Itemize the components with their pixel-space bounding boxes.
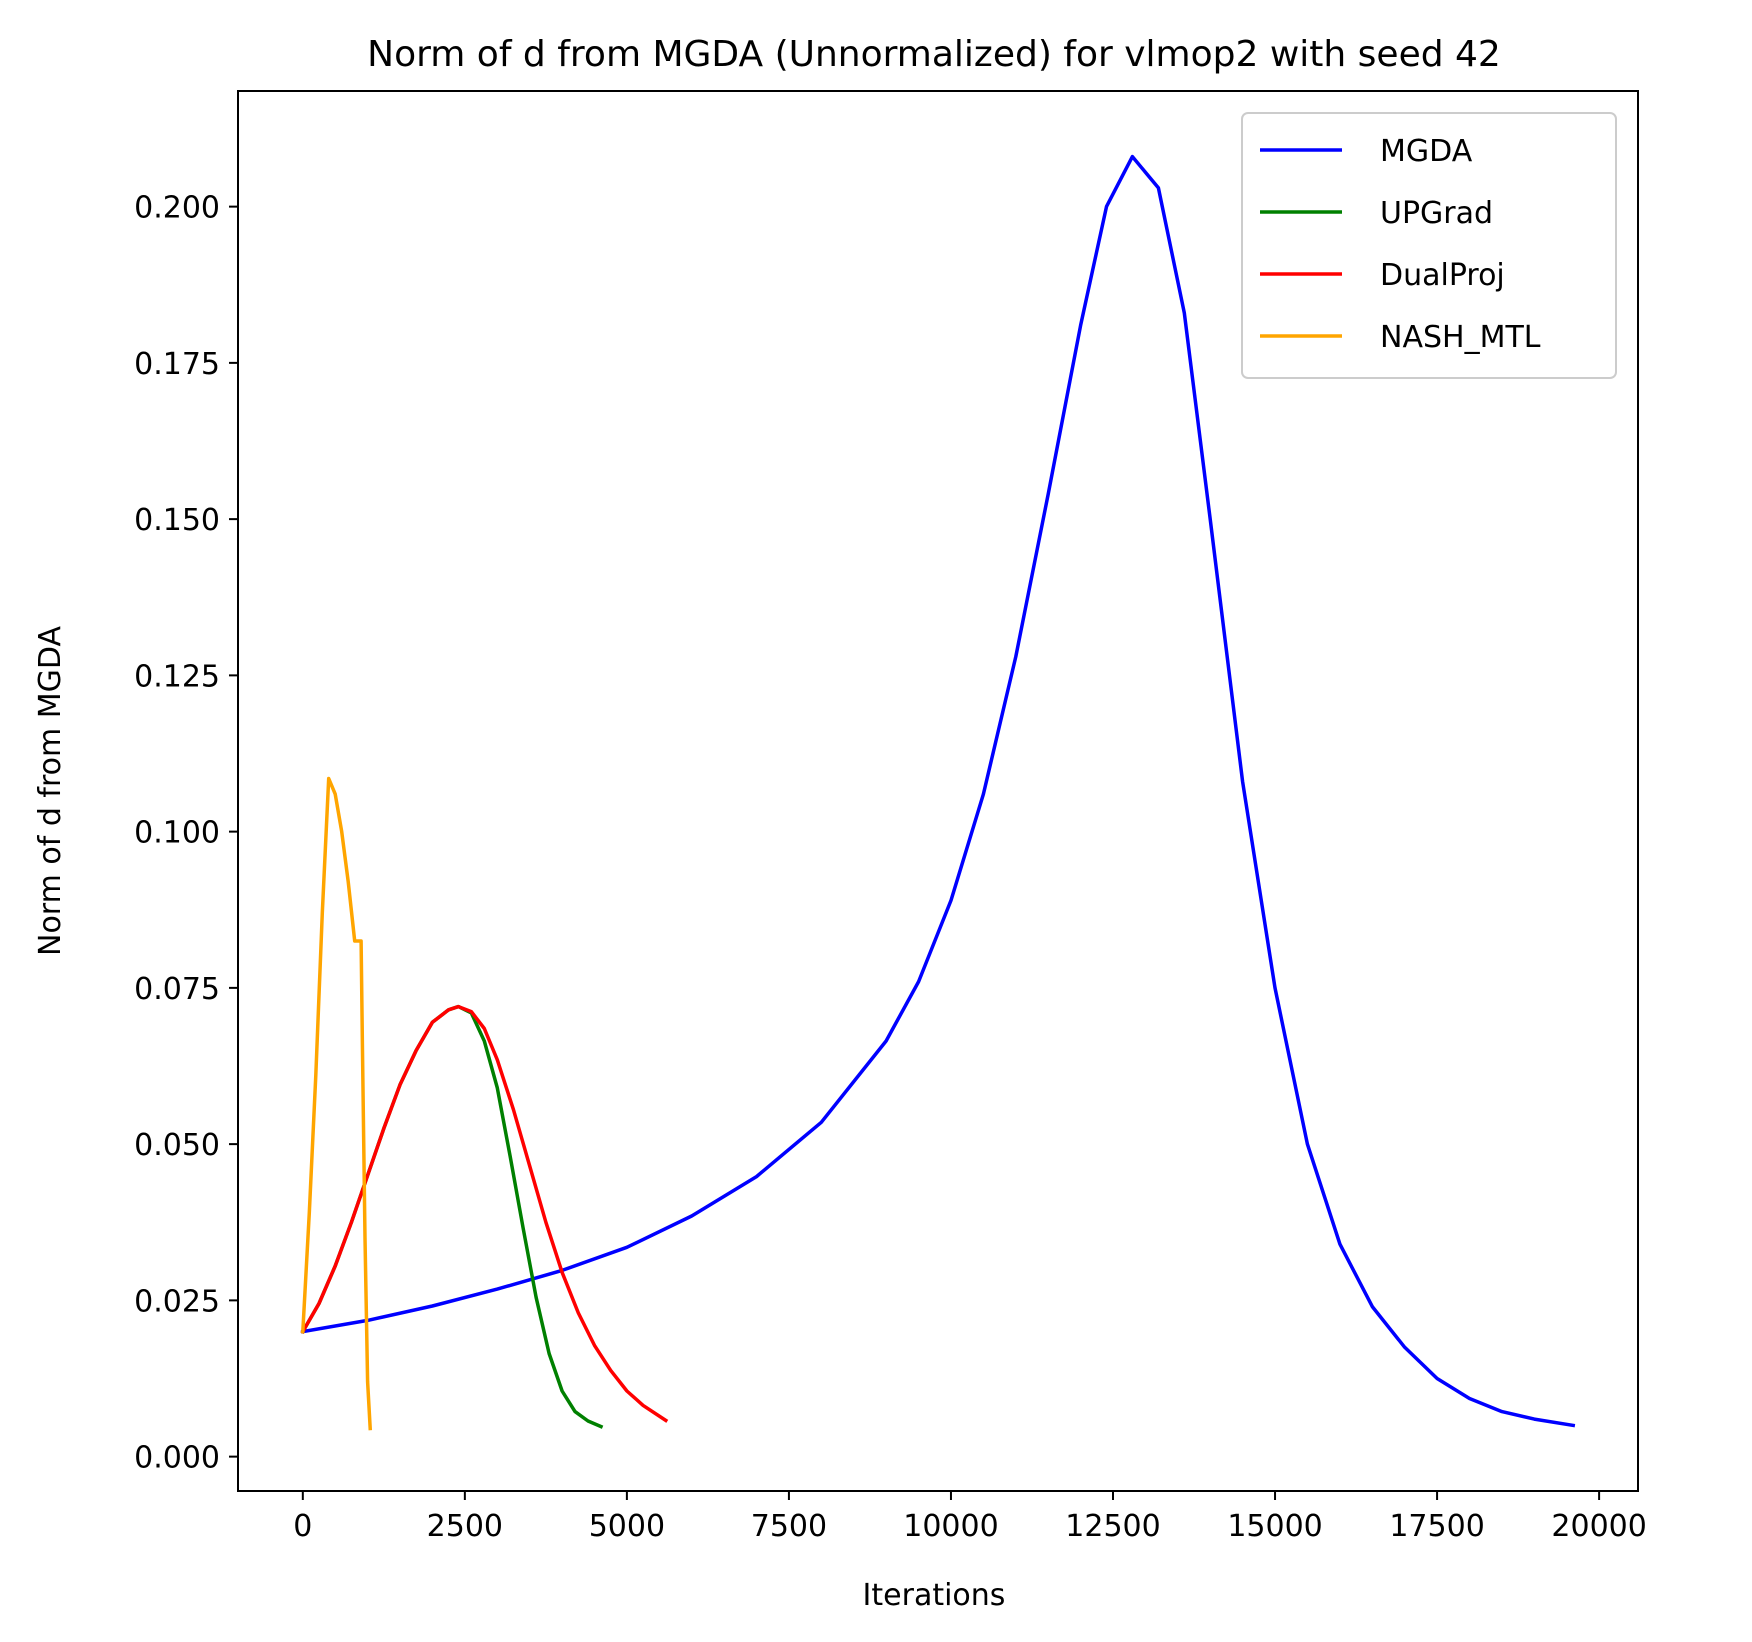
- y-tick-label: 0.100: [134, 816, 220, 851]
- x-tick-label: 7500: [751, 1509, 827, 1544]
- series-layer: [300, 154, 1576, 1431]
- x-tick-label: 15000: [1227, 1509, 1322, 1544]
- plot-frame: [237, 90, 1639, 1492]
- legend: MGDA UPGrad DualProj NASH_MTL: [1241, 112, 1617, 379]
- x-tick-label: 5000: [589, 1509, 665, 1544]
- legend-label: NASH_MTL: [1380, 320, 1541, 355]
- series-line-mgda: [300, 154, 1576, 1428]
- legend-label: DualProj: [1380, 258, 1505, 293]
- x-axis-label: Iterations: [863, 1578, 1006, 1613]
- y-tick-label: 0.200: [134, 191, 220, 226]
- y-tick-label: 0.125: [134, 659, 220, 694]
- x-tick-label: 0: [293, 1509, 312, 1544]
- x-tick-label: 10000: [903, 1509, 998, 1544]
- legend-label: UPGrad: [1380, 196, 1493, 231]
- y-tick-label: 0.000: [134, 1441, 220, 1476]
- y-tick-label: 0.025: [134, 1284, 220, 1319]
- y-tick-label: 0.150: [134, 503, 220, 538]
- y-axis-ticks: 0.000 0.025 0.050 0.075 0.100 0.125 0.150 0.175…: [134, 191, 238, 1476]
- y-axis-label: Norm of d from MGDA: [33, 626, 68, 956]
- y-tick-label: 0.050: [134, 1128, 220, 1163]
- y-tick-label: 0.175: [134, 347, 220, 382]
- x-tick-label: 2500: [427, 1509, 503, 1544]
- legend-box: [1241, 112, 1617, 379]
- x-axis-ticks: 0 2500 5000 7500 10000 12500 15000 17500 20000: [293, 1491, 1647, 1544]
- x-tick-label: 17500: [1389, 1509, 1484, 1544]
- chart-title: Norm of d from MGDA (Unnormalized) for v…: [367, 34, 1501, 75]
- series-line-nash-mtl: [300, 776, 373, 1431]
- x-tick-label: 12500: [1065, 1509, 1160, 1544]
- legend-label: MGDA: [1380, 134, 1473, 169]
- y-tick-label: 0.075: [134, 972, 220, 1007]
- x-tick-label: 20000: [1551, 1509, 1646, 1544]
